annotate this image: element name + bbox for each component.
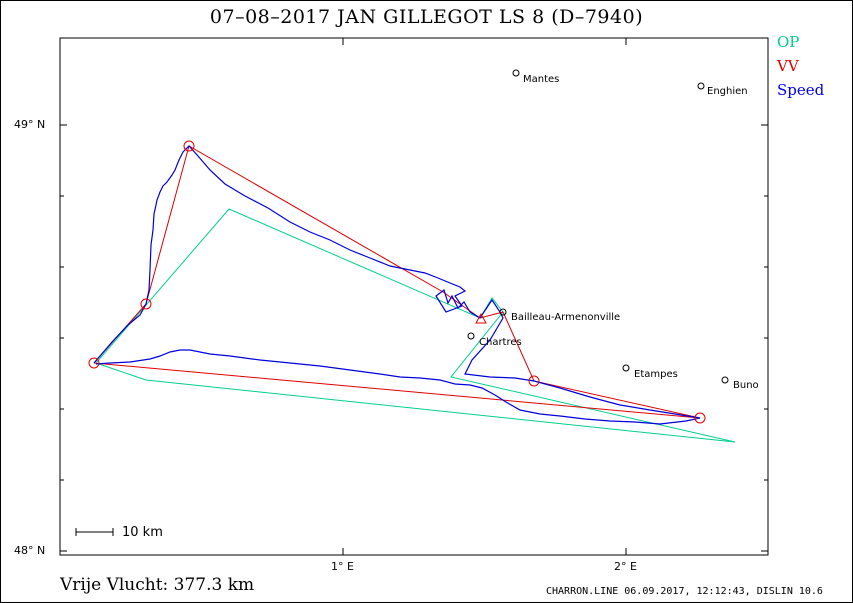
x-axis-label: 1° E bbox=[331, 560, 354, 573]
place-dot-icon bbox=[512, 69, 520, 77]
footer-info: CHARRON.LINE 06.09.2017, 12:12:43, DISLI… bbox=[546, 586, 823, 597]
legend-vv: VV bbox=[777, 57, 799, 75]
turnpoint-marker bbox=[528, 375, 540, 387]
place-label: Bailleau-Armenonville bbox=[511, 312, 620, 323]
op-task-line bbox=[95, 208, 736, 443]
turnpoint-marker bbox=[183, 140, 195, 152]
turnpoint-marker bbox=[140, 298, 152, 310]
place-dot-icon bbox=[721, 376, 729, 384]
axis-ticks bbox=[60, 38, 768, 555]
y-axis-label: 49° N bbox=[14, 118, 46, 131]
scale-bar-label: 10 km bbox=[122, 525, 163, 540]
place-label: Chartres bbox=[479, 337, 522, 348]
turnpoint-marker bbox=[694, 412, 706, 424]
place-dot-icon bbox=[467, 332, 475, 340]
legend-op: OP bbox=[777, 33, 800, 51]
start-triangle bbox=[475, 312, 487, 324]
flight-track bbox=[93, 145, 701, 425]
turnpoints bbox=[88, 140, 706, 424]
place-label: Buno bbox=[733, 380, 759, 391]
place-dot-icon bbox=[697, 82, 705, 90]
place-dot-icon bbox=[622, 364, 630, 372]
map-border bbox=[59, 37, 769, 556]
free-flight-distance: Vrije Vlucht: 377.3 km bbox=[60, 575, 255, 595]
place-label: Enghien bbox=[707, 86, 748, 97]
turnpoint-marker bbox=[88, 357, 100, 369]
place-dot-icon bbox=[499, 308, 507, 316]
legend-speed: Speed bbox=[777, 81, 825, 99]
flight-title: 07–08–2017 JAN GILLEGOT LS 8 (D–7940) bbox=[209, 6, 644, 28]
place-label: Mantes bbox=[523, 74, 559, 85]
place-markers bbox=[467, 69, 729, 384]
scale-bar bbox=[75, 528, 114, 536]
place-label: Etampes bbox=[634, 369, 678, 380]
x-axis-label: 2° E bbox=[614, 560, 637, 573]
y-axis-label: 48° N bbox=[14, 544, 46, 557]
